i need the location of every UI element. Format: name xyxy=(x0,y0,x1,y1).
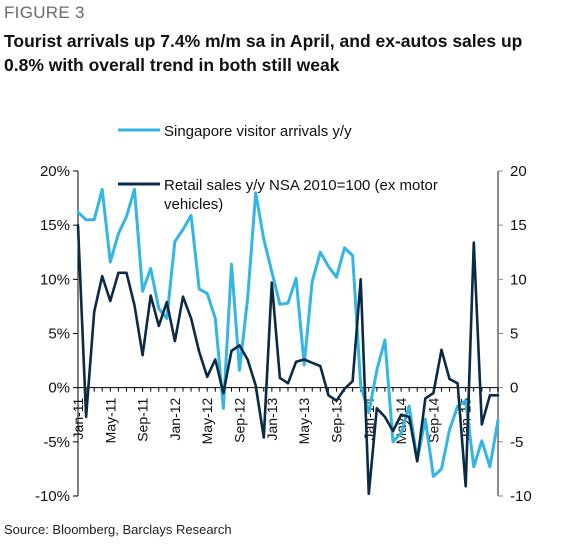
right-axis-tick-label: -10 xyxy=(510,488,532,505)
chart-title: Tourist arrivals up 7.4% m/m sa in April… xyxy=(4,31,523,75)
left-axis-tick-label: 10% xyxy=(40,271,70,288)
legend-label-retail: Retail sales y/y NSA 2010=100 (ex motor v… xyxy=(164,177,438,213)
chart-axes: -10% -5% 0% 5% 10% 15% 20% -10 -5 0 5 10 15 20 Jan-11 M… xyxy=(35,163,532,505)
x-axis-tick-label: Sep-14 xyxy=(425,397,441,442)
x-axis-tick-label: Sep-11 xyxy=(135,397,151,441)
legend-label-retail-line1: Retail sales y/y NSA 2010=100 (ex motor xyxy=(164,177,438,194)
legend-label-retail-line2: vehicles) xyxy=(164,196,223,213)
left-axis-tick-label: -10% xyxy=(35,488,70,505)
x-axis-tick-label: May-12 xyxy=(199,397,215,444)
right-axis-tick-label: 5 xyxy=(510,326,518,343)
source-note: Source: Bloomberg, Barclays Research xyxy=(4,522,232,537)
visitor-arrivals-line xyxy=(76,187,500,478)
x-axis-tick-label: Jan-11 xyxy=(70,397,86,439)
x-axis-tick-label: May-14 xyxy=(393,397,409,444)
right-axis-tick-label: 0 xyxy=(510,380,518,397)
left-axis-tick-label: 15% xyxy=(40,217,70,234)
retail-sales-line xyxy=(76,223,500,496)
right-axis-tick-label: 15 xyxy=(510,217,527,234)
left-axis-tick-label: -5% xyxy=(43,434,70,451)
left-axis-tick-label: 5% xyxy=(48,326,70,343)
right-axis-tick-label: -5 xyxy=(510,434,523,451)
x-axis-tick-label: Jan-12 xyxy=(167,397,183,440)
left-axis-tick-label: 20% xyxy=(40,163,70,180)
legend-label-visitor: Singapore visitor arrivals y/y xyxy=(164,123,352,140)
chart-lines xyxy=(76,187,500,496)
x-axis-tick-label: Sep-12 xyxy=(232,397,248,442)
left-axis-tick-label: 0% xyxy=(48,380,70,397)
x-axis-tick-label: May-11 xyxy=(102,397,118,443)
x-axis-tick-label: May-13 xyxy=(296,397,312,444)
chart-legend: Singapore visitor arrivals y/y Retail sal… xyxy=(118,123,438,213)
figure-label: FIGURE 3 xyxy=(4,3,85,22)
right-axis-tick-label: 10 xyxy=(510,271,527,288)
x-axis-tick-label: Sep-13 xyxy=(328,397,344,442)
x-axis-tick-label: Jan-13 xyxy=(264,397,280,440)
right-axis-tick-label: 20 xyxy=(510,163,527,180)
